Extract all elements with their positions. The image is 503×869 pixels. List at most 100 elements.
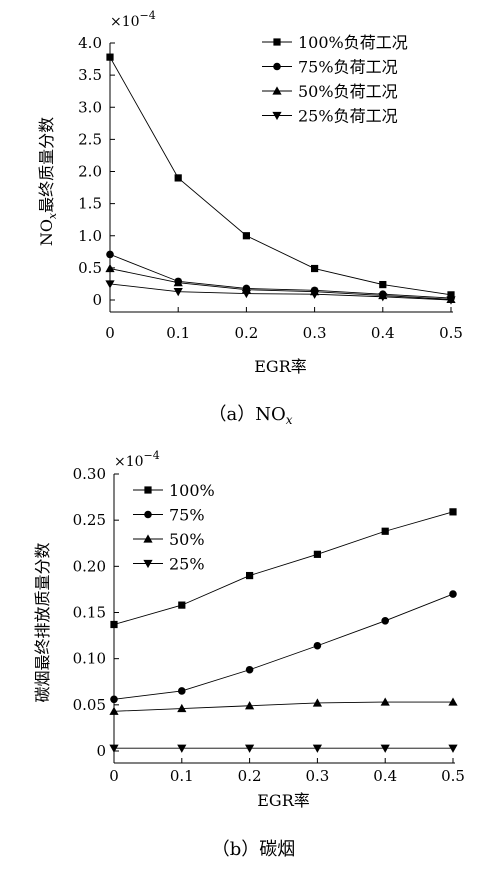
legend-label-2: 50%: [169, 530, 205, 549]
data-point-3-0: [105, 280, 115, 289]
legend-marker-0: [144, 486, 152, 494]
y-axis-title: NOx最终质量分数: [37, 117, 59, 246]
data-point-3-4: [380, 744, 390, 753]
series-line-0: [113, 511, 454, 625]
y-tick-label: 3.0: [78, 98, 102, 116]
series-line-0: [109, 56, 452, 296]
legend-marker-3: [272, 111, 282, 121]
y-tick-label: 2.5: [78, 130, 102, 148]
series-line-2: [109, 268, 452, 300]
caption-main: （a）NO: [208, 404, 285, 425]
series-line-1: [113, 593, 454, 700]
y-tick-label: 2.0: [78, 163, 102, 181]
y-tick-label: 0.15: [73, 604, 106, 622]
x-tick-label: 0.5: [441, 767, 465, 785]
data-point-2-2: [245, 701, 255, 710]
y-multiplier-exponent: −4: [144, 449, 160, 462]
data-point-0-2: [242, 232, 250, 240]
data-point-2-3: [312, 698, 322, 707]
data-point-3-2: [245, 744, 255, 753]
series-line-1: [109, 253, 452, 299]
chart-nox: 0 0.5 1.0 1.5 2.0 2.5 3.0 3.5 4.0 0 0.1 0.2 0.3 0.4 0.…: [37, 9, 463, 427]
y-multiplier: ×10−4: [110, 9, 156, 30]
y-multiplier-base: ×10: [114, 454, 144, 470]
x-tick-label: 0.2: [234, 324, 258, 342]
data-point-0-1: [174, 174, 182, 182]
data-point-3-0: [109, 744, 119, 753]
x-tick-label: 0.4: [373, 767, 397, 785]
series-line-2: [113, 701, 453, 712]
data-point-3-5: [446, 296, 456, 305]
data-point-2-0: [109, 706, 119, 715]
legend-label-0: 100%: [169, 481, 215, 500]
data-point-2-5: [448, 697, 458, 706]
data-point-1-5: [449, 590, 457, 598]
data-point-3-1: [173, 288, 183, 297]
y-tick-label: 0.5: [78, 259, 102, 277]
legend-label-3: 25%: [169, 555, 205, 574]
legend-label-2: 50%负荷工况: [298, 82, 398, 101]
x-tick-label: 0.3: [303, 324, 327, 342]
legend-label-1: 75%: [169, 506, 205, 525]
y-multiplier: ×10−4: [114, 449, 160, 470]
y-multiplier-exponent: −4: [140, 9, 156, 22]
legend-marker-2: [272, 86, 282, 95]
legend-label-1: 75%负荷工况: [298, 58, 398, 77]
data-point-3-5: [448, 744, 458, 753]
data-point-0-2: [246, 571, 254, 580]
y-tick-label: 0.20: [73, 557, 106, 575]
data-point-3-3: [312, 744, 322, 753]
y-tick-label: 0: [92, 291, 102, 309]
data-point-3-1: [177, 744, 187, 753]
data-point-0-3: [313, 550, 321, 558]
y-tick-label: 0.10: [73, 650, 106, 668]
y-tick-label: 3.5: [78, 66, 102, 84]
y-axis-title-rest: 最终质量分数: [37, 117, 56, 213]
data-point-2-1: [173, 278, 183, 287]
legend-marker-3: [143, 559, 153, 569]
y-tick-label: 1.0: [78, 227, 102, 245]
data-point-0-1: [178, 601, 186, 609]
data-point-1-0: [110, 695, 118, 704]
data-point-0-3: [311, 264, 319, 273]
legend-label-0: 100%负荷工况: [298, 33, 408, 52]
figure-caption: （a）NOx: [208, 404, 292, 427]
legend-marker-0: [273, 38, 281, 46]
caption-subscript: x: [286, 413, 293, 427]
data-point-1-4: [381, 617, 390, 625]
x-tick-label: 0.2: [238, 767, 262, 785]
y-tick-label: 0: [96, 742, 106, 760]
legend-label-3: 25%负荷工况: [298, 107, 398, 126]
y-tick-label: 0.25: [73, 511, 106, 529]
y-axis-title-main: NO: [37, 219, 56, 246]
x-tick-label: 0: [109, 767, 119, 785]
data-point-2-0: [105, 263, 115, 273]
x-tick-label: 0.3: [305, 767, 329, 785]
x-axis-title: EGR率: [254, 357, 307, 376]
y-tick-label: 1.5: [78, 195, 102, 213]
data-point-0-5: [449, 508, 457, 516]
chart-soot: 0 0.05 0.10 0.15 0.20 0.25 0.30 0 0.1 0.2 0.3 0.4 0.…: [33, 449, 465, 860]
figure-caption: （b）碳烟: [212, 839, 296, 860]
series-line-3: [109, 283, 452, 301]
data-point-3-3: [310, 290, 320, 299]
data-point-0-4: [381, 527, 389, 535]
caption-main: （b）碳烟: [212, 839, 296, 860]
data-point-1-1: [178, 687, 186, 695]
x-tick-label: 0.4: [371, 324, 395, 342]
data-point-0-0: [110, 620, 118, 629]
data-point-2-1: [177, 703, 187, 713]
data-point-0-4: [379, 280, 387, 289]
data-point-3-4: [378, 293, 388, 302]
x-tick-label: 0.5: [439, 324, 463, 342]
x-axis-title: EGR率: [257, 791, 310, 810]
data-point-1-2: [245, 665, 254, 674]
y-axis-title: 碳烟最终排放质量分数: [33, 542, 52, 702]
legend-marker-1: [273, 62, 281, 71]
x-tick-label: 0.1: [166, 324, 190, 342]
data-point-0-0: [106, 53, 114, 61]
y-tick-label: 4.0: [78, 34, 102, 52]
data-point-2-4: [380, 697, 390, 706]
x-tick-label: 0: [105, 324, 115, 342]
